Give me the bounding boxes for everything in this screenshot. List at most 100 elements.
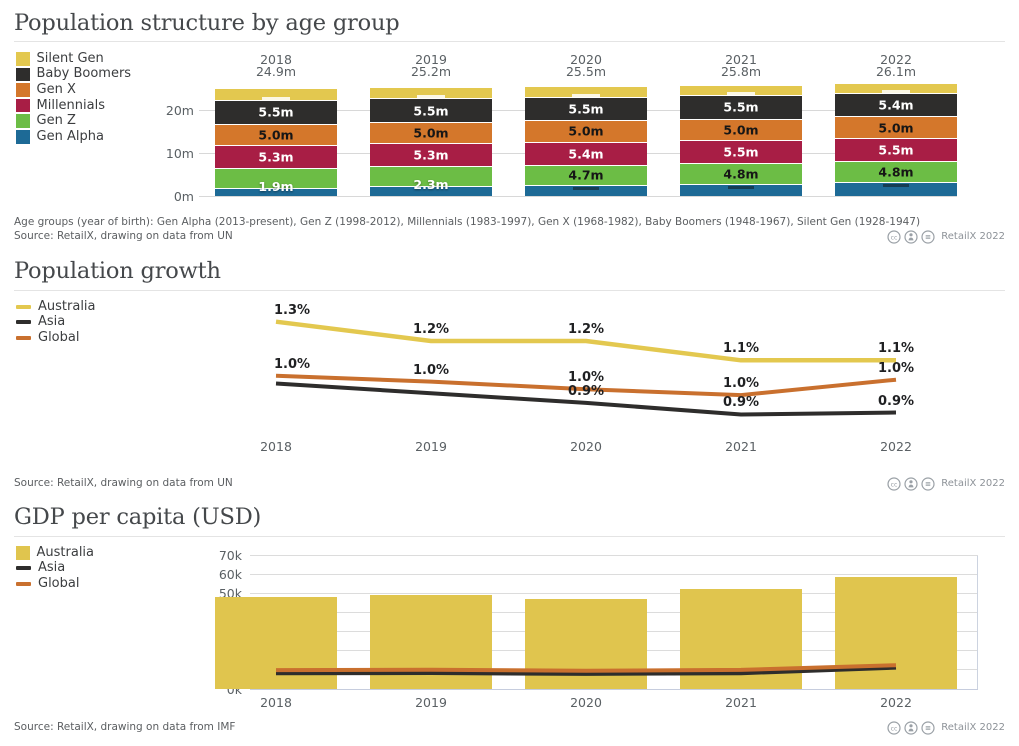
- title-divider: [14, 290, 1005, 291]
- segment-value-label: 5.0m: [258, 127, 294, 143]
- segment-value-label: 5.5m: [723, 144, 759, 160]
- column-total-label: 25.5m: [565, 64, 606, 79]
- legend-swatch: [16, 130, 30, 144]
- segment-value-label: 5.0m: [413, 125, 449, 141]
- segment-value-label: 4.8m: [878, 164, 914, 180]
- clipped-label-sliver: [728, 186, 754, 190]
- segment-value-label: 5.5m: [878, 142, 914, 158]
- column-total-label: 25.8m: [720, 64, 761, 79]
- grid-line: [250, 688, 978, 690]
- age-bar-segment: 5.3m: [215, 145, 337, 168]
- legend-label: Australia: [36, 544, 95, 560]
- segment-value-label: 5.0m: [878, 120, 914, 136]
- cc-nd-icon: [921, 720, 935, 735]
- legend-label: Asia: [38, 314, 66, 330]
- legend-item: Asia: [16, 561, 94, 577]
- cc-by-icon: [904, 720, 918, 735]
- clipped-label-sliver: [572, 93, 600, 99]
- clipped-label-sliver: [417, 95, 445, 101]
- license-badge: cc RetailX 2022: [887, 476, 1005, 491]
- cc-icon: cc: [887, 720, 901, 735]
- cc-nd-icon: [921, 229, 935, 244]
- age-bar-segment: 5.4m: [525, 141, 647, 165]
- title-divider: [14, 536, 1005, 537]
- gdp-bar: [680, 588, 802, 689]
- license-badge: cc RetailX 2022: [887, 720, 1005, 735]
- cc-nd-icon: [921, 476, 935, 491]
- legend-swatch: [16, 83, 30, 97]
- clipped-label-sliver: [262, 97, 290, 103]
- credit-text: RetailX 2022: [941, 721, 1005, 733]
- legend-swatch: [16, 320, 31, 325]
- column-year-label: 2021: [725, 52, 757, 67]
- growth-value-label: 0.9%: [877, 393, 915, 409]
- segment-value-label: 5.4m: [878, 97, 914, 113]
- cc-icon: cc: [887, 229, 901, 244]
- x-axis-label: 2021: [725, 439, 757, 454]
- legend-swatch: [16, 581, 31, 586]
- y-axis-label: 70k: [218, 548, 242, 563]
- legend-label: Silent Gen: [36, 50, 104, 66]
- column-total-label: 25.2m: [410, 64, 451, 79]
- gdp-legend: Australia Asia Global: [16, 545, 94, 592]
- age-bar-segment: 4.8m: [680, 163, 802, 184]
- cc-by-icon: [904, 476, 918, 491]
- growth-source: Source: RetailX, drawing on data from UN: [14, 477, 233, 489]
- svg-text:cc: cc: [891, 234, 898, 241]
- legend-swatch: [16, 98, 30, 113]
- x-axis-label: 2018: [260, 439, 292, 454]
- age-source: Source: RetailX, drawing on data from UN: [14, 230, 233, 242]
- gdp-chart-title: GDP per capita (USD): [14, 504, 262, 530]
- x-axis-label: 2019: [415, 439, 447, 454]
- legend-item: Gen X: [16, 82, 131, 98]
- segment-value-label: 5.5m: [568, 101, 604, 117]
- legend-swatch: [16, 566, 31, 571]
- segment-value-label: 5.4m: [568, 146, 604, 162]
- growth-value-label: 1.0%: [567, 370, 605, 386]
- growth-value-label: 1.2%: [567, 322, 605, 337]
- legend-label: Asia: [38, 560, 66, 576]
- age-bar-segment: [215, 89, 337, 103]
- legend-swatch: [16, 114, 30, 128]
- segment-value-label: 5.5m: [723, 99, 759, 115]
- x-axis-label: 2018: [260, 695, 292, 710]
- legend-swatch: [16, 52, 30, 66]
- legend-item: Global: [16, 576, 94, 592]
- growth-chart-title: Population growth: [14, 258, 221, 284]
- column-year-label: 2022: [880, 52, 912, 67]
- gdp-bar: [215, 596, 337, 689]
- x-axis-label: 2020: [570, 695, 602, 710]
- age-footnote: Age groups (year of birth): Gen Alpha (2…: [14, 216, 921, 228]
- age-bar-segment: [680, 184, 802, 196]
- legend-swatch: [16, 335, 31, 340]
- grid-line: [250, 574, 978, 576]
- legend-swatch: [16, 546, 30, 560]
- grid-line: [199, 195, 957, 197]
- legend-item: Australia: [16, 299, 96, 315]
- age-bar-segment: 5.5m: [835, 137, 957, 162]
- segment-value-label: 4.8m: [723, 166, 759, 182]
- column-total-label: 26.1m: [875, 64, 916, 79]
- growth-value-label: 1.0%: [274, 356, 311, 372]
- age-bar-segment: [215, 167, 337, 188]
- segment-value-label: 5.0m: [723, 122, 759, 138]
- legend-label: Global: [38, 329, 80, 345]
- growth-value-label: 1.0%: [722, 376, 760, 392]
- segment-value-label: 2.3m: [413, 177, 449, 193]
- age-bar-segment: 5.5m: [215, 100, 337, 124]
- legend-item: Gen Alpha: [16, 129, 131, 145]
- legend-item: Australia: [16, 545, 94, 561]
- age-legend: Silent Gen Baby Boomers Gen X Millennials Ge…: [16, 51, 131, 145]
- age-bar-segment: 5.3m: [370, 143, 492, 167]
- age-bar-segment: [680, 85, 802, 97]
- growth-value-label: 0.9%: [722, 395, 760, 411]
- x-axis-label: 2020: [570, 439, 602, 454]
- license-badge: cc RetailX 2022: [887, 229, 1005, 244]
- segment-value-label: 5.0m: [568, 123, 604, 139]
- growth-value-label: 1.0%: [877, 360, 915, 376]
- age-bar-segment: 5.5m: [525, 96, 647, 121]
- clipped-label-sliver: [727, 91, 755, 97]
- age-bar-segment: 5.5m: [370, 98, 492, 122]
- credit-text: RetailX 2022: [941, 477, 1005, 489]
